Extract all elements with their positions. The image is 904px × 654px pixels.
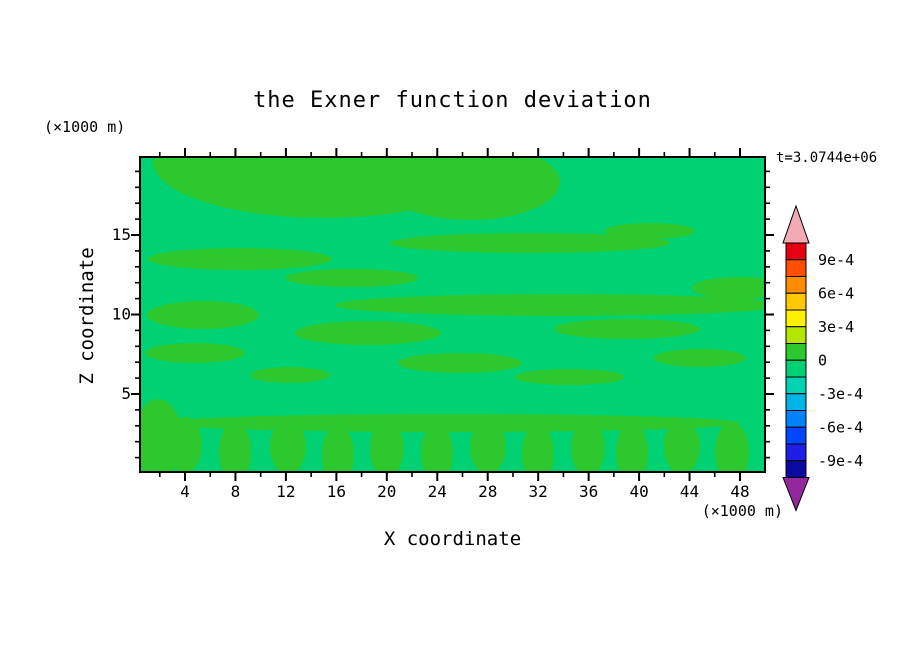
svg-text:3e-4: 3e-4 [818,318,854,336]
svg-text:10: 10 [112,305,131,324]
y-axis-unit-label: (×1000 m) [44,118,126,136]
svg-text:9e-4: 9e-4 [818,251,854,269]
svg-text:40: 40 [629,482,648,501]
svg-text:-9e-4: -9e-4 [818,452,863,470]
x-axis-title: X coordinate [383,528,522,550]
colorbar: 9e-4 6e-4 3e-4 0 -3e-4 -6e-4 -9e-4 [782,204,863,512]
y-axis-title: Z coordinate [76,247,98,385]
svg-text:0: 0 [818,351,827,369]
svg-text:5: 5 [121,384,131,403]
svg-text:6e-4: 6e-4 [818,284,854,302]
svg-text:16: 16 [327,482,346,501]
svg-text:32: 32 [529,482,548,501]
svg-text:24: 24 [428,482,447,501]
time-annotation: t=3.0744e+06 [776,150,878,166]
svg-text:36: 36 [579,482,598,501]
svg-text:-6e-4: -6e-4 [818,418,863,436]
svg-text:15: 15 [112,225,131,244]
x-axis-unit-label: (×1000 m) [701,502,783,520]
svg-text:4: 4 [180,482,190,501]
svg-text:20: 20 [377,482,396,501]
svg-text:48: 48 [730,482,749,501]
svg-text:44: 44 [680,482,699,501]
svg-text:12: 12 [276,482,295,501]
chart-title: the Exner function deviation [253,88,652,113]
svg-text:8: 8 [231,482,241,501]
svg-text:28: 28 [478,482,497,501]
svg-text:-3e-4: -3e-4 [818,385,863,403]
